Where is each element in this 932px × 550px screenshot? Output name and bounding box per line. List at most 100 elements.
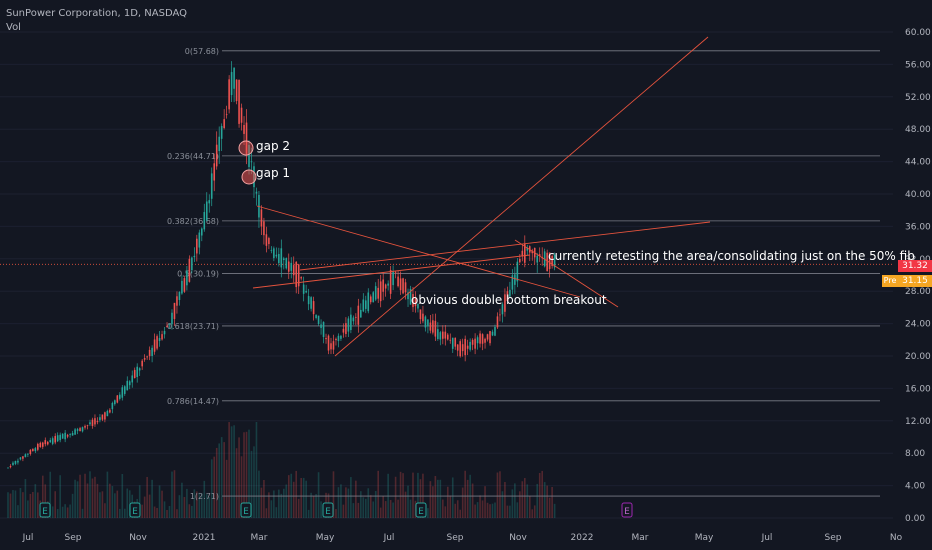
volume-bar <box>501 491 504 518</box>
candle-body <box>119 394 121 399</box>
volume-bar <box>432 486 434 518</box>
candle-body <box>14 461 17 464</box>
candle-body <box>315 315 317 319</box>
volume-bar <box>114 493 116 518</box>
candle-body <box>327 335 330 351</box>
y-tick-label: 40.00 <box>905 190 931 200</box>
volume-bar <box>538 472 541 518</box>
volume-bar <box>69 504 71 518</box>
candle-body <box>300 277 302 279</box>
volume-bar <box>519 491 521 518</box>
volume-bar <box>260 487 263 518</box>
candle-body <box>183 278 186 292</box>
candle-body <box>22 456 24 459</box>
candle-body <box>357 305 360 325</box>
volume-bar <box>419 479 422 518</box>
volume-bar <box>340 484 342 518</box>
candle-body <box>305 290 307 293</box>
volume-bar <box>163 501 166 518</box>
premarket-price-tag: 31.15 <box>898 275 932 287</box>
volume-bar <box>84 473 86 518</box>
candle-body <box>255 191 258 194</box>
volume-bar <box>253 446 255 518</box>
volume-bar <box>315 494 317 518</box>
candle-body <box>519 258 521 263</box>
candle-body <box>456 344 459 351</box>
volume-bar <box>369 495 372 518</box>
volume-bar <box>310 492 312 518</box>
candle-body <box>233 67 235 89</box>
x-tick-label: Nov <box>129 533 147 543</box>
candle-body <box>449 339 452 341</box>
chart-title: SunPower Corporation, 1D, NASDAQ <box>6 8 188 19</box>
volume-bar <box>213 456 216 518</box>
candle-body <box>12 462 14 466</box>
candle-body <box>218 136 220 152</box>
candle-body <box>19 457 22 460</box>
candle-body <box>345 323 347 335</box>
volume-bar <box>245 431 248 518</box>
candle-body <box>292 265 295 276</box>
y-tick-label: 28.00 <box>905 287 931 297</box>
volume-bar <box>347 488 350 518</box>
volume-bar <box>210 459 213 518</box>
candle-body <box>158 338 161 341</box>
volume-bar <box>27 500 29 518</box>
annotation-retest[interactable]: currently retesting the area/consolidati… <box>548 249 915 263</box>
candle-body <box>245 122 248 154</box>
candle-body <box>153 339 156 352</box>
volume-bar <box>265 508 268 518</box>
x-tick-label: Sep <box>65 533 82 543</box>
premarket-label: Pre <box>882 275 898 287</box>
annotation-breakout[interactable]: obvious double bottom breakout <box>411 293 607 307</box>
fib-level-label: 0.786(14.47) <box>167 397 219 406</box>
candle-body <box>454 337 457 347</box>
candle-body <box>352 317 355 322</box>
volume-bar <box>198 492 201 518</box>
volume-bar <box>382 496 384 518</box>
candle-body <box>84 425 86 428</box>
candle-body <box>114 400 116 405</box>
volume-bar <box>34 484 37 518</box>
candle-body <box>335 338 337 341</box>
candle-body <box>297 264 300 287</box>
candle-body <box>494 326 496 336</box>
candle-body <box>387 283 389 286</box>
candle-body <box>260 209 263 227</box>
volume-bar <box>109 483 111 518</box>
candle-body <box>138 368 141 371</box>
volume-bar <box>101 491 104 518</box>
candle-body <box>270 249 273 251</box>
candle-body <box>337 335 340 342</box>
volume-bar <box>553 503 556 518</box>
fib-retracement[interactable]: 0(57.68) 0.236(44.71) 0.382(36.68) 0.5(30.1… <box>0 47 893 501</box>
x-tick-label: 2022 <box>571 533 594 543</box>
time-axis[interactable]: Jul Sep Nov 2021 Mar May Jul Sep Nov 2022 Mar May Ju… <box>22 533 903 543</box>
volume-bar <box>183 496 186 518</box>
candle-body <box>474 338 476 349</box>
volume-bar <box>66 507 69 518</box>
volume-bar <box>292 481 295 518</box>
candle-body <box>101 414 104 420</box>
volume-bar <box>51 506 54 518</box>
candle-body <box>429 322 432 331</box>
volume-bar <box>374 490 377 518</box>
volume-bar <box>439 479 442 518</box>
candle-body <box>489 331 491 344</box>
volume-bar <box>471 483 474 518</box>
volume-bar <box>499 471 501 518</box>
candle-body <box>374 286 377 300</box>
volume-bar <box>355 480 357 518</box>
candle-body <box>235 79 238 102</box>
annotation-gap-2[interactable]: gap 2 <box>256 139 291 153</box>
trend-lines[interactable] <box>238 36 711 357</box>
volume-bar <box>524 478 526 518</box>
candle-body <box>39 442 42 448</box>
candle-body <box>295 261 298 288</box>
volume-bar <box>89 471 91 518</box>
annotation-gap-1[interactable]: gap 1 <box>256 166 291 180</box>
volume-indicator-label[interactable]: Vol <box>6 22 21 33</box>
volume-bar <box>178 495 181 518</box>
